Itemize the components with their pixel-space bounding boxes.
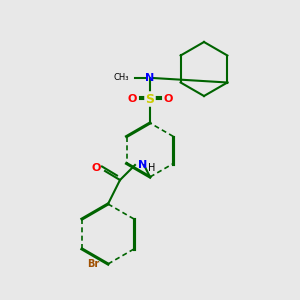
Text: O: O (91, 163, 101, 173)
Text: N: N (138, 160, 147, 170)
Text: O: O (164, 94, 173, 104)
Text: S: S (146, 92, 154, 106)
Text: CH₃: CH₃ (113, 74, 129, 82)
Text: O: O (127, 94, 136, 104)
Text: Br: Br (87, 259, 99, 269)
Text: H: H (148, 163, 156, 173)
Text: N: N (146, 73, 154, 83)
